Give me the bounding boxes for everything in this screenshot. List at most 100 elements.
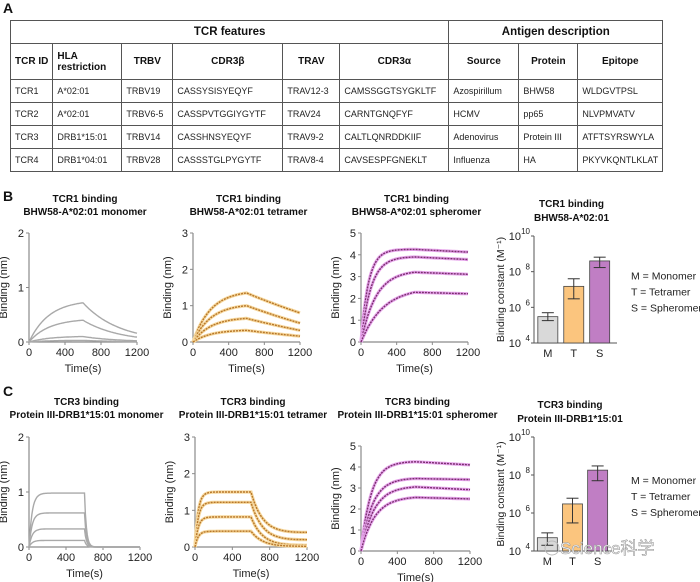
y-tick-label: 10 [509, 267, 521, 279]
chart-title-line: BHW58-A*02:01 monomer [23, 207, 146, 218]
series-line-4 [192, 329, 301, 343]
y-tick-label: 0 [18, 337, 24, 349]
series-halo [192, 328, 301, 344]
y-tick-label: 2 [18, 228, 24, 240]
series-line-3 [192, 317, 301, 343]
x-tick-label: 400 [57, 552, 75, 564]
x-tick-label: 1200 [458, 556, 482, 568]
series-line-2 [28, 319, 138, 343]
column-header-source: Source [448, 43, 520, 80]
y-tick-exponent: 8 [526, 263, 531, 272]
group-header-antigen-description: Antigen description [448, 20, 664, 44]
tcr-table: TCR features Antigen description TCR ID … [9, 20, 664, 172]
y-tick-label: 1 [18, 487, 24, 499]
series-line-4 [28, 339, 137, 343]
legend-entry: S = Spheromer [631, 507, 700, 519]
y-tick-exponent: 4 [526, 334, 531, 343]
cell-epitope: NLVPMVATV [577, 102, 664, 126]
panel-label-c: C [3, 383, 14, 399]
y-axis-label: Binding (nm) [164, 461, 176, 523]
chart-C4: TCR3 binding Protein III-DRB1*15:01 10 4 10 6… [495, 400, 700, 568]
x-tick-label: 1200 [288, 347, 312, 359]
panel-label-b: B [3, 188, 14, 204]
x-axis-label: Time(s) [397, 572, 434, 582]
y-tick-label: 2 [182, 264, 188, 276]
x-tick-label: 800 [424, 556, 442, 568]
cell-cdr3-alpha: CAVSESPFGNEKLT [339, 148, 450, 172]
chart-C3: TCR3 binding Protein III-DRB1*15:01 spher… [330, 397, 498, 582]
y-tick-label: 4 [350, 462, 356, 474]
x-tick-label: 1200 [125, 347, 149, 359]
x-tick-label: 400 [223, 552, 241, 564]
y-tick-label: 3 [350, 272, 356, 284]
y-tick-label: 3 [184, 432, 190, 444]
cell-source: Influenza [448, 148, 520, 172]
y-axis-label: Binding (nm) [330, 467, 342, 529]
cell-epitope: PKYVKQNTLKLAT [577, 148, 664, 172]
y-tick-exponent: 4 [526, 542, 531, 551]
series-line-2 [360, 256, 468, 343]
x-tick-label: 400 [219, 347, 237, 359]
chart-B3: TCR1 binding BHW58-A*02:01 spheromer 0 1 2 3 4… [330, 194, 481, 375]
table-group-header-row: TCR features Antigen description [9, 20, 664, 44]
cell-source: HCMV [448, 102, 520, 126]
chart-title-line: Protein III-DRB1*15:01 tetramer [179, 410, 327, 421]
chart-C2: TCR3 binding Protein III-DRB1*15:01 tetra… [164, 397, 327, 580]
chart-title-line: TCR1 binding [53, 194, 118, 205]
cell-cdr3-beta: CASSSTGLPYGYTF [172, 148, 284, 172]
y-axis-label: Binding (nm) [0, 461, 10, 523]
chart-title-line: BHW58-A*02:01 spheromer [352, 207, 482, 218]
series-line-3 [360, 486, 471, 552]
chart-title-line: TCR3 binding [385, 397, 450, 408]
y-tick-label: 2 [350, 293, 356, 305]
y-tick-label: 4 [350, 250, 356, 262]
y-tick-label: 10 [509, 546, 521, 558]
x-tick-label: 800 [260, 552, 278, 564]
chart-B2: TCR1 binding BHW58-A*02:01 tetramer 0 1 2 3 0 4… [162, 194, 312, 375]
series-halo [359, 270, 468, 343]
chart-C1: TCR3 binding Protein III-DRB1*15:01 monom… [0, 397, 164, 580]
chart-title-line: TCR3 binding [221, 397, 286, 408]
series-line-1 [360, 461, 471, 552]
chart-title-line: BHW58-A*02:01 [534, 213, 609, 224]
series-line-4 [28, 539, 140, 548]
series-line-3 [28, 335, 137, 343]
y-tick-label: 2 [350, 504, 356, 516]
cell-cdr3-alpha: CAMSSGGTSYGKLTF [339, 79, 450, 103]
chart-title-line: Protein III-DRB1*15:01 [517, 414, 623, 425]
x-tick-label: 1200 [128, 552, 152, 564]
group-header-tcr-features: TCR features [9, 20, 450, 44]
legend-entry: S = Spheromer [631, 303, 700, 315]
chart-title-line: TCR3 binding [538, 400, 603, 411]
y-tick-label: 10 [509, 338, 521, 350]
series-line-4 [360, 291, 469, 343]
cell-trbv: TRBV28 [121, 148, 174, 172]
y-tick-label: 2 [18, 432, 24, 444]
y-tick-exponent: 10 [521, 227, 530, 236]
cell-trav: TRAV24 [282, 102, 341, 126]
chart-title-line: Protein III-DRB1*15:01 monomer [10, 410, 164, 421]
category-label: S [594, 556, 601, 568]
x-tick-label: 400 [387, 347, 405, 359]
y-tick-label: 10 [509, 231, 521, 243]
series-line-4 [360, 496, 470, 552]
category-label: T [569, 556, 576, 568]
series-line-1 [360, 248, 469, 343]
x-tick-label: 800 [92, 347, 110, 359]
x-tick-label: 800 [423, 347, 441, 359]
y-tick-label: 10 [509, 302, 521, 314]
legend-entry: M = Monomer [631, 271, 697, 283]
x-tick-label: 0 [358, 347, 364, 359]
series-line-3 [28, 528, 140, 548]
cell-cdr3-alpha: CARNTGNQFYF [339, 102, 450, 126]
x-tick-label: 0 [26, 347, 32, 359]
y-tick-exponent: 6 [526, 298, 531, 307]
y-axis-label: Binding (nm) [0, 256, 10, 318]
y-tick-exponent: 8 [526, 466, 531, 475]
x-tick-label: 0 [358, 556, 364, 568]
y-tick-label: 1 [350, 315, 356, 327]
series-line-2 [192, 304, 301, 343]
watermark-logo-icon [544, 540, 560, 556]
cell-trav: TRAV9-2 [282, 125, 341, 149]
